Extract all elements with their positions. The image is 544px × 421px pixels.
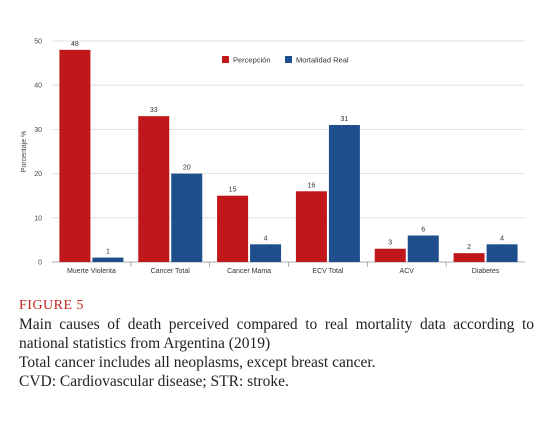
y-tick-label: 10 (34, 215, 42, 222)
x-category-label: Cancer Total (151, 268, 191, 275)
data-label: 15 (229, 187, 237, 194)
y-tick-label: 50 (34, 39, 42, 46)
axes: 0 10 20 30 40 50 Porcentaje % (21, 39, 525, 267)
bar-percepcion (374, 248, 406, 262)
gridlines (52, 40, 525, 263)
bar-percepcion (453, 253, 485, 262)
x-category-label: Cancer Mama (227, 268, 271, 275)
bar-mortalidad-real (486, 244, 518, 262)
legend: Percepción Mortalidad Real (222, 56, 349, 65)
bar-chart: 0 10 20 30 40 50 Porcentaje % Muerte Violenta 4… (21, 39, 525, 275)
bar-mortalidad-real (250, 244, 282, 262)
bar-percepcion (138, 116, 170, 262)
y-tick-label: 0 (38, 260, 42, 267)
x-category-label: ECV Total (312, 268, 343, 275)
y-tick-label: 20 (34, 171, 42, 178)
data-label: 2 (467, 244, 471, 251)
bar-percepcion (217, 195, 249, 262)
caption-note-cancer: Total cancer includes all neoplasms, exc… (19, 354, 376, 371)
data-label: 1 (106, 249, 110, 256)
figure-caption: FIGURE 5 Main causes of death perceived … (19, 296, 534, 391)
data-label: 4 (500, 235, 504, 242)
data-label: 4 (264, 235, 268, 242)
bar-mortalidad-real (407, 235, 439, 262)
data-label: 20 (183, 165, 191, 172)
x-category-label: Muerte Violenta (67, 268, 116, 275)
data-label: 6 (421, 226, 425, 233)
x-category-label: ACV (400, 268, 415, 275)
bar-mortalidad-real (92, 257, 124, 262)
labels: Muerte Violenta 48 1 Cancer Total 33 20 Cancer… (67, 41, 504, 275)
figure-label: FIGURE 5 (19, 298, 85, 313)
legend-label: Mortalidad Real (296, 56, 349, 65)
y-tick-label: 40 (34, 83, 42, 90)
bar-percepcion (59, 49, 91, 263)
bar-mortalidad-real (171, 173, 203, 262)
data-label: 48 (71, 41, 79, 48)
bar-mortalidad-real (328, 124, 360, 262)
bar-percepcion (295, 191, 327, 262)
caption-note-abbreviations: CVD: Cardiovascular disease; STR: stroke… (19, 373, 289, 390)
bars (59, 49, 518, 263)
legend-label: Percepción (233, 56, 271, 65)
data-label: 3 (388, 240, 392, 247)
legend-swatch (222, 56, 229, 63)
caption-main-text: Main causes of death perceived compared … (19, 316, 534, 352)
x-category-label: Diabetes (472, 268, 500, 275)
data-label: 16 (308, 182, 316, 189)
data-label: 31 (341, 116, 349, 123)
legend-swatch (285, 56, 292, 63)
y-axis-label: Porcentaje % (21, 131, 28, 173)
y-tick-label: 30 (34, 127, 42, 134)
data-label: 33 (150, 107, 158, 114)
